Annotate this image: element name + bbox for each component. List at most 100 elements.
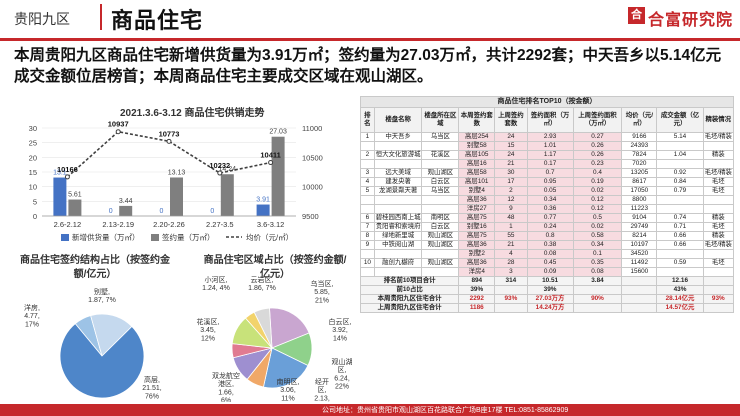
table-cell: 24 [494,132,528,142]
table-cell [373,141,423,151]
table-cell: 4 [360,177,375,187]
sign-bar-label: 3.44 [119,198,133,205]
table-cell: 精装 [702,231,735,241]
table-cell: 0.23 [572,159,623,169]
table-cell [360,267,375,277]
y2-tick-label: 11000 [302,124,322,133]
table-cell: 8 [360,231,375,241]
table-cell: 21 [494,159,528,169]
sign-bar [170,177,183,216]
y2-tick-label: 10500 [302,153,323,162]
table-cell: 1.04 [656,150,704,160]
table-total-cell [494,303,528,313]
table-total-cell: 39% [458,285,496,295]
table-header-row: 排名 楼盘名称 楼盘所在区域 本周签约套数 上周签约套数 签约面积（万㎡） 上周签约面积（万… [360,107,735,133]
top10-ranking-table: 商品住宅排名TOP10（按金额） 排名 楼盘名称 楼盘所在区域 本周签约套数 上周签约套… [359,96,735,313]
x-tick-label: 3.6-3.12 [257,220,285,229]
table-total-cell [621,294,658,304]
pie-label-line: 别墅, [94,287,110,296]
table-cell: 0.08 [572,267,623,277]
pie-label-line: 21.51, [142,385,162,392]
table-total-cell [572,285,623,295]
y-tick-label: 10 [29,183,37,192]
price-label: 10773 [159,129,180,138]
table-total-cell [494,285,528,295]
table-cell: 高层36 [458,258,496,268]
company-logo: 合 合富研究院 [628,6,736,29]
table-row: 9 中铁阅山湖 观山湖区 高层36 21 0.38 0.34 10197 0.66 毛坯/精装 [360,240,735,250]
table-cell: 9104 [621,213,658,223]
table-cell [373,195,423,205]
table-cell: 8214 [621,231,658,241]
table-cell: 高层254 [458,132,496,142]
table-cell: 17 [494,177,528,187]
table-cell: 高层16 [458,159,496,169]
table-cell: 融创九樾府 [373,258,423,268]
pie-label-line: 观山湖 [332,357,353,366]
header-rule [0,38,740,41]
pie-label-line: 17% [25,321,39,328]
table-cell: 白云区 [421,177,460,187]
x-tick-label: 2.13-2.19 [102,220,134,229]
table-row: 洋房4 3 0.09 0.08 15600 [360,267,735,277]
pie-label-line: 11% [281,395,295,402]
table-cell: 0.79 [656,186,704,196]
table-row: 洋房27 9 0.36 0.12 11223 [360,204,735,214]
table-cell: 恒大文化旅游城 [373,150,423,160]
price-label: 10411 [260,151,280,160]
supply-bar [256,204,270,216]
table-cell: 南明区 [421,213,460,223]
pie-label: 南明区, 3.06, 11% [277,377,300,402]
table-cell: 0.95 [526,177,574,187]
table-cell: 10 [360,258,375,268]
price-point [166,138,172,144]
pie-slice-云岩区 [253,307,273,349]
table-cell [421,267,460,277]
table-total-cell [702,303,735,313]
pie-label: 高层, 21.51, 76% [142,375,162,400]
pie-label-line: 12% [201,335,215,342]
table-cell: 毛坯 [702,258,735,268]
table-cell: 9166 [621,132,658,142]
table-cell: 48 [494,213,528,223]
table-cell: 0.74 [656,213,704,223]
pie-label-line: 区, [318,386,327,394]
table-total-cell [702,285,735,295]
pie-label: 双龙航空港区, 1.66, 6% [212,371,240,402]
table-cell: 0.4 [572,168,623,178]
x-tick-label: 2.20-2.26 [153,220,185,229]
supply-bar-label: 0 [210,208,214,215]
table-cell: 0.34 [572,240,623,250]
sign-bar [119,205,133,216]
summary-text: 本周贵阳九区商品住宅新增供货量为3.91万㎡；签约量为27.03万㎡，共计229… [14,47,722,85]
footer-bar: 公司地址：贵州省贵阳市观山湖区百花路联合广场B座17楼 TEL:0851-858… [0,404,740,416]
table-cell: 0.02 [572,186,623,196]
table-cell [360,195,375,205]
table-row: 高层36 12 0.34 0.12 8800 [360,195,735,205]
pie-label-line: 14% [333,335,347,342]
table-cell: 0.24 [526,222,574,232]
table-cell: 白云区 [421,222,460,232]
table-cell [421,141,460,151]
table-cell: 4 [494,249,528,259]
table-cell [656,204,704,214]
legend-price: 均价（元/㎡） [246,232,293,242]
table-cell: 24 [494,150,528,160]
table-cell: 精装 [702,213,735,223]
pie-slice-洋房 [90,313,133,357]
table-cell [360,204,375,214]
table-cell: 高层105 [458,150,496,160]
table-cell: 精装 [702,150,735,160]
pie-label-line: 2.13, [314,395,330,402]
table-cell: 0.12 [572,195,623,205]
table-total-cell: 28.14亿元 [656,294,704,304]
pie-label-line: 1.86, 7% [248,285,276,292]
table-cell: 洋房27 [458,204,496,214]
table-cell: 1.01 [526,141,574,151]
table-total-cell [621,276,658,286]
table-cell: 龙湖景粼天著 [373,186,423,196]
pie-label-line: 花溪区, [197,317,220,326]
table-cell: 0.77 [526,213,574,223]
table-cell [702,204,735,214]
pie-label-line: 经开 [315,377,329,386]
